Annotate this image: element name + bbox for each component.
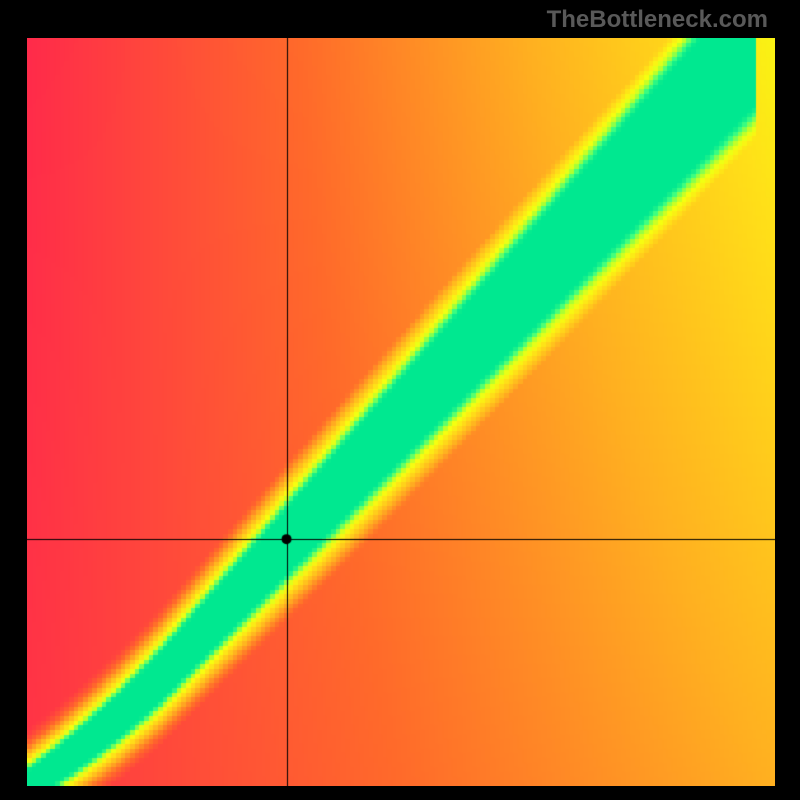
chart-container: TheBottleneck.com bbox=[0, 0, 800, 800]
watermark-text: TheBottleneck.com bbox=[547, 6, 768, 34]
bottleneck-heatmap bbox=[27, 38, 775, 786]
